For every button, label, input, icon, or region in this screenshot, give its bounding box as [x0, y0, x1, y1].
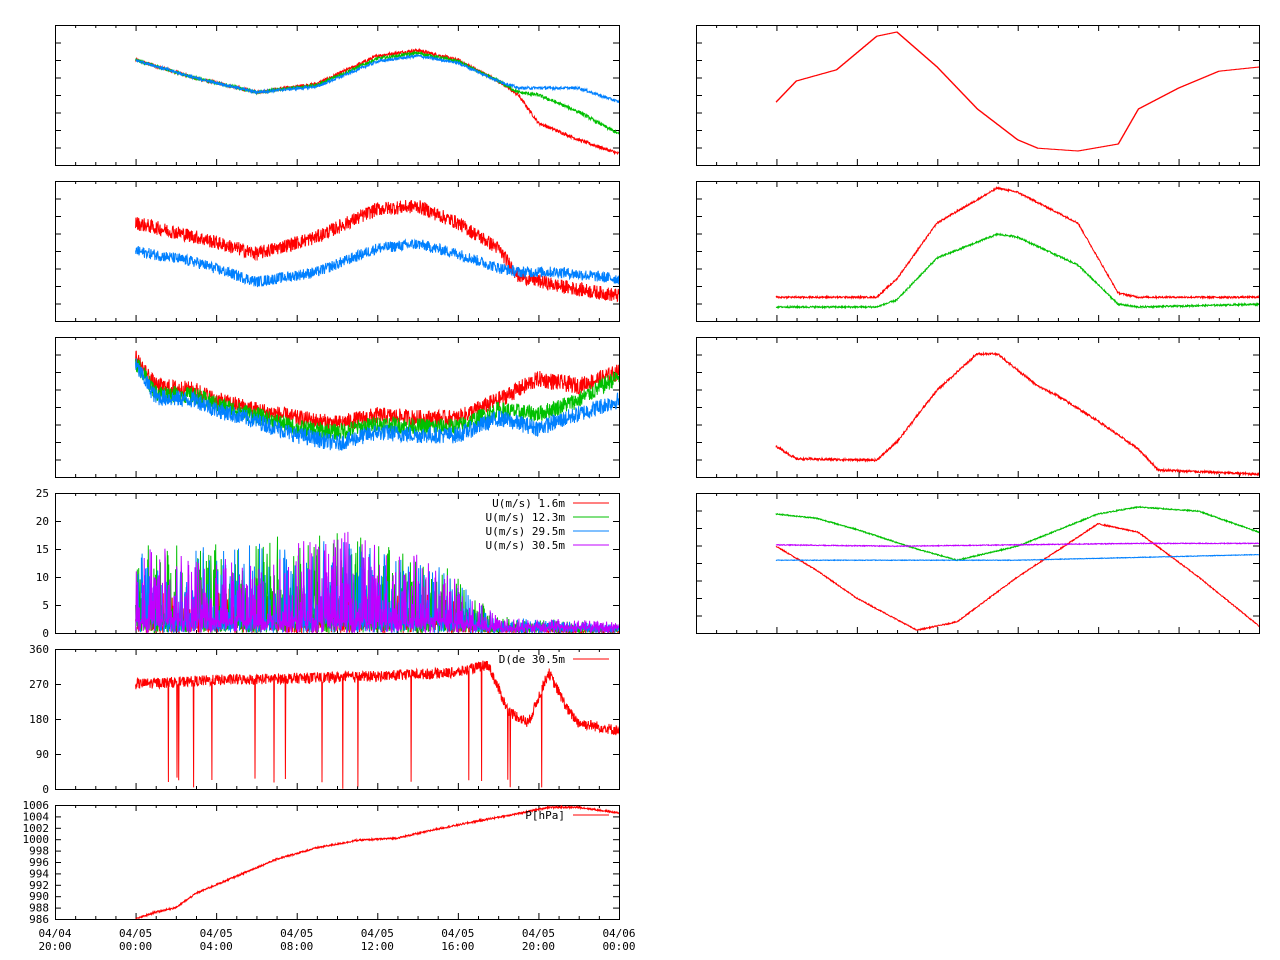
y-tick-label: 990 [29, 890, 49, 903]
y-tick-label: 1006 [23, 799, 50, 812]
legend-label: U(m/s) 12.3m [486, 511, 566, 524]
y-tick-label: 360 [29, 643, 49, 656]
legend-label: D(de 30.5m [499, 653, 566, 666]
plot-area [775, 31, 1259, 152]
y-tick-label: 1002 [23, 822, 50, 835]
series-line-green [775, 505, 1259, 562]
plot-frame [696, 25, 1260, 166]
series-line-green [775, 232, 1259, 310]
plot-frame [696, 337, 1260, 478]
y-tick-label: 25 [36, 487, 49, 500]
x-tick-label-date: 04/06 [602, 927, 635, 940]
x-tick-label-time: 04:00 [200, 940, 233, 953]
series-line-purple [135, 531, 619, 633]
plot-area [135, 805, 619, 919]
series-line-blue [135, 53, 619, 104]
series-line-red [775, 522, 1259, 632]
x-tick-label-time: 20:00 [38, 940, 71, 953]
legend-label: U(m/s) 1.6m [492, 497, 565, 510]
y-tick-label: 1004 [23, 810, 50, 823]
series-line-red [135, 47, 619, 156]
panel-temperature-levels [55, 25, 620, 166]
x-tick-label-time: 20:00 [522, 940, 555, 953]
y-tick-label: 15 [36, 543, 49, 556]
x-tick-label-date: 04/05 [200, 927, 233, 940]
plot-area [135, 531, 619, 633]
x-tick-label-date: 04/05 [522, 927, 555, 940]
y-tick-label: 5 [42, 599, 49, 612]
y-tick-label: 270 [29, 678, 49, 691]
x-tick-label-time: 16:00 [441, 940, 474, 953]
plot-area [775, 351, 1259, 477]
plot-area [135, 199, 619, 303]
legend-label: P[hPa] [525, 809, 565, 822]
plot-frame [696, 181, 1260, 322]
panel-right-panel-multi [696, 493, 1260, 634]
plot-area [775, 505, 1259, 632]
series-line-purple [775, 541, 1259, 548]
plot-area [135, 660, 619, 789]
x-tick-label-date: 04/05 [441, 927, 474, 940]
plot-frame [55, 805, 620, 920]
y-tick-label: 994 [29, 867, 49, 880]
panel-wind-speed-means [55, 337, 620, 478]
series-line-red [135, 199, 619, 303]
y-tick-label: 0 [42, 783, 49, 796]
y-tick-label: 10 [36, 571, 49, 584]
series-line-red [135, 660, 619, 789]
series-line-blue [775, 553, 1259, 562]
y-tick-label: 992 [29, 879, 49, 892]
plot-area [775, 185, 1259, 310]
panel-right-panel-single [696, 337, 1260, 478]
x-tick-label-time: 00:00 [602, 940, 635, 953]
x-tick-label-date: 04/04 [38, 927, 71, 940]
panel-right-panel-radiation [696, 181, 1260, 322]
y-tick-label: 988 [29, 902, 49, 915]
x-tick-label-time: 00:00 [119, 940, 152, 953]
series-line-red [775, 31, 1259, 152]
x-tick-label-time: 08:00 [280, 940, 313, 953]
panel-humidity-levels [55, 181, 620, 322]
series-line-green [135, 359, 619, 441]
y-tick-label: 996 [29, 856, 49, 869]
series-line-blue [135, 358, 619, 451]
plot-area [135, 47, 619, 156]
series-line-red [775, 351, 1259, 477]
x-tick-label-date: 04/05 [280, 927, 313, 940]
y-tick-label: 0 [42, 627, 49, 640]
y-tick-label: 1000 [23, 833, 50, 846]
y-tick-label: 20 [36, 515, 49, 528]
series-line-red [135, 805, 619, 919]
panel-right-panel-stepped [696, 25, 1260, 166]
legend-label: U(m/s) 30.5m [486, 539, 566, 552]
y-tick-label: 998 [29, 845, 49, 858]
series-line-blue [135, 238, 619, 288]
y-tick-label: 180 [29, 713, 49, 726]
series-line-red [775, 185, 1259, 300]
plot-frame [55, 649, 620, 790]
x-tick-label-time: 12:00 [361, 940, 394, 953]
panel-wind-direction: 0 90 180 270 360 D(de 30.5m [29, 643, 620, 796]
plot-area [135, 350, 619, 451]
series-line-green [135, 50, 619, 135]
legend-label: U(m/s) 29.5m [486, 525, 566, 538]
y-tick-label: 986 [29, 913, 49, 926]
x-tick-label-date: 04/05 [119, 927, 152, 940]
x-tick-label-date: 04/05 [361, 927, 394, 940]
y-tick-label: 90 [36, 748, 49, 761]
